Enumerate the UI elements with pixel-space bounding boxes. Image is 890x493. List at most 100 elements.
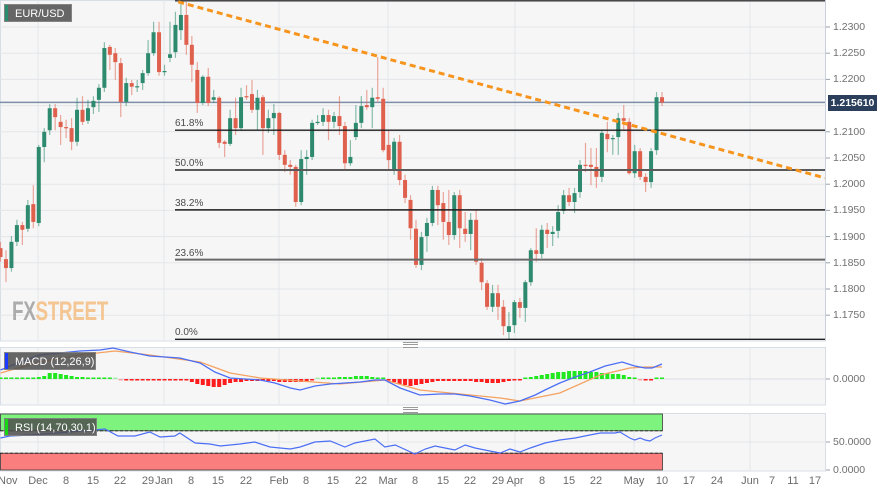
macd-histogram-bar — [594, 372, 599, 379]
macd-histogram-bar — [649, 379, 654, 381]
macd-histogram-bar — [36, 377, 41, 379]
candle — [424, 217, 429, 252]
date-axis-label: 15 — [211, 475, 225, 487]
symbol-text: EUR/USD — [15, 8, 65, 20]
macd-histogram-bar — [64, 375, 69, 379]
watermark-fx: FX — [12, 296, 36, 326]
candle — [211, 89, 216, 103]
macd-histogram-bar — [348, 377, 353, 379]
macd-accent — [5, 353, 8, 369]
rsi-indicator-label[interactable]: RSI (14,70,30,1) — [4, 418, 97, 436]
macd-histogram-bar — [452, 379, 457, 381]
macd-histogram-bar — [233, 379, 238, 382]
rsi-panel-resize-handle[interactable] — [403, 407, 418, 413]
date-axis-label: Jan — [155, 475, 173, 487]
macd-histogram-bar — [441, 379, 446, 381]
candle — [189, 35, 194, 83]
date-axis-label: Dec — [28, 475, 48, 487]
macd-histogram-bar — [107, 377, 112, 379]
macd-histogram-bar — [627, 377, 632, 379]
candle — [222, 140, 227, 157]
macd-histogram-bar — [3, 377, 8, 379]
candle — [457, 189, 462, 249]
candle — [446, 189, 451, 245]
macd-histogram-bar — [0, 377, 3, 379]
candle — [118, 57, 123, 118]
candle — [173, 11, 178, 58]
candle — [239, 87, 244, 131]
candle — [594, 148, 599, 188]
date-axis-label: 17 — [808, 475, 822, 487]
macd-histogram-bar — [315, 377, 320, 379]
macd-histogram-bar — [490, 379, 495, 383]
macd-histogram-bar — [397, 379, 402, 384]
macd-indicator-label[interactable]: MACD (12,26,9) — [4, 352, 96, 370]
candle — [632, 144, 637, 178]
candle — [107, 44, 112, 70]
macd-histogram-bar — [517, 379, 522, 381]
macd-histogram-bar — [523, 377, 528, 379]
macd-histogram-bar — [534, 376, 539, 379]
macd-histogram-bar — [468, 379, 473, 381]
macd-histogram-bar — [435, 379, 440, 381]
candle — [124, 77, 129, 107]
candle — [75, 97, 80, 146]
fib-level-label: 0.0% — [175, 327, 198, 339]
macd-histogram-bar — [58, 374, 63, 379]
date-axis-label: 22 — [354, 475, 368, 487]
candle — [293, 164, 298, 207]
fib-level-label: 61.8% — [175, 118, 204, 130]
date-axis-label: 22 — [113, 475, 127, 487]
macd-histogram-bar — [206, 379, 211, 386]
macd-histogram-bar — [353, 376, 358, 379]
candle — [58, 115, 63, 145]
macd-histogram-bar — [643, 379, 648, 381]
candle — [528, 248, 533, 286]
macd-panel[interactable] — [0, 347, 826, 406]
candle — [408, 195, 413, 240]
macd-histogram-bar — [277, 379, 282, 382]
price-axis-label: 1.1900 — [833, 230, 866, 243]
price-axis-label: 1.2250 — [833, 47, 866, 60]
candle — [578, 160, 583, 198]
macd-histogram-bar — [195, 379, 200, 384]
symbol-label[interactable]: EUR/USD — [4, 4, 72, 22]
candle — [69, 118, 74, 151]
macd-histogram-bar — [47, 373, 52, 379]
candle — [512, 300, 517, 334]
macd-panel-resize-handle[interactable] — [403, 342, 418, 348]
price-axis-label: 1.2050 — [833, 152, 866, 164]
candle — [485, 280, 490, 310]
rsi-oversold-zone — [0, 452, 663, 471]
macd-histogram-bar — [135, 379, 140, 381]
candle — [14, 219, 19, 247]
candle — [375, 56, 380, 102]
candle — [135, 79, 140, 92]
candle — [20, 221, 25, 245]
date-axis-label: Jun — [741, 475, 759, 487]
macd-histogram-bar — [342, 377, 347, 379]
candle — [392, 138, 397, 175]
price-axis-label: 1.2000 — [833, 178, 866, 191]
date-axis-label: 22 — [589, 475, 603, 487]
date-axis-label: 7 — [768, 475, 776, 487]
candle — [649, 148, 654, 188]
candle — [299, 150, 304, 206]
candle — [479, 258, 484, 291]
candle — [556, 205, 561, 239]
date-axis-label: 8 — [187, 475, 195, 487]
candle — [463, 211, 468, 242]
rsi-label-text: RSI (14,70,30,1) — [15, 422, 96, 434]
macd-histogram-bar — [118, 379, 123, 381]
macd-histogram-bar — [392, 379, 397, 382]
macd-histogram-bar — [266, 379, 271, 381]
date-axis-label: Feb — [269, 475, 289, 487]
macd-histogram-bar — [381, 377, 386, 379]
date-axis-label: 17 — [682, 475, 696, 487]
current-price-tag: 1.215610 — [828, 95, 877, 111]
date-axis-label: Mar — [378, 475, 398, 487]
candle — [572, 187, 577, 214]
macd-histogram-bar — [638, 379, 643, 381]
candle — [31, 185, 36, 229]
